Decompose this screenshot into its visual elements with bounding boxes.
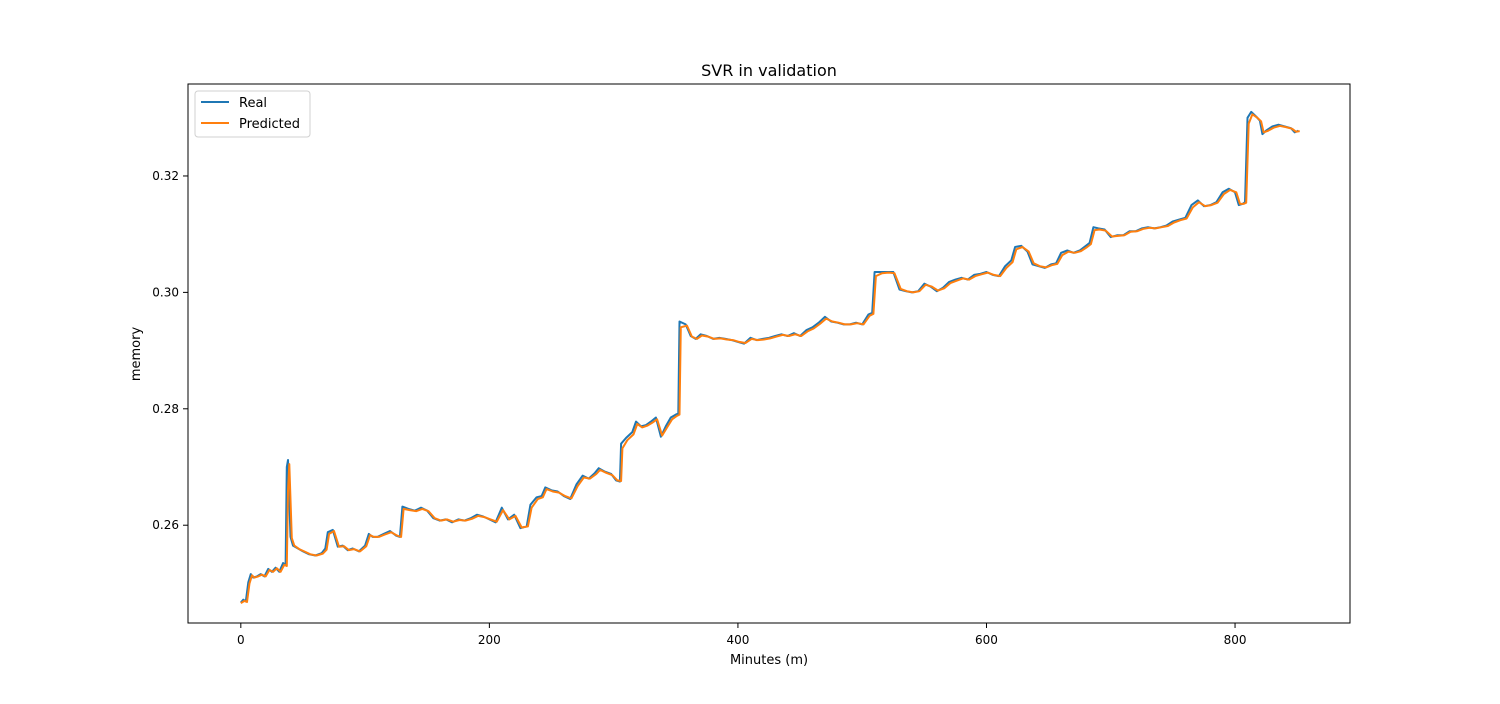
legend-label-predicted: Predicted <box>239 117 300 132</box>
y-tick-label: 0.30 <box>152 285 179 299</box>
x-tick-label: 600 <box>975 633 998 647</box>
x-tick-label: 400 <box>726 633 749 647</box>
y-tick-label: 0.28 <box>152 402 179 416</box>
chart-title: SVR in validation <box>701 61 837 80</box>
x-tick-label: 800 <box>1224 633 1247 647</box>
series-layer <box>240 110 1300 605</box>
plot-frame <box>187 83 1351 624</box>
legend-label-real: Real <box>239 96 267 111</box>
plot-area <box>188 84 1350 623</box>
y-tick-label: 0.26 <box>152 518 179 532</box>
y-tick-label: 0.32 <box>152 169 179 183</box>
legend: Real Predicted <box>194 90 311 138</box>
tick-layer: 0 200 400 600 800 0.26 0.28 0.30 0.32 <box>152 169 1246 647</box>
x-tick-label: 200 <box>478 633 501 647</box>
series-line-predicted <box>240 113 1300 605</box>
x-tick-label: 0 <box>237 633 245 647</box>
x-axis-label: Minutes (m) <box>730 653 808 668</box>
y-axis-label: memory <box>129 327 144 382</box>
